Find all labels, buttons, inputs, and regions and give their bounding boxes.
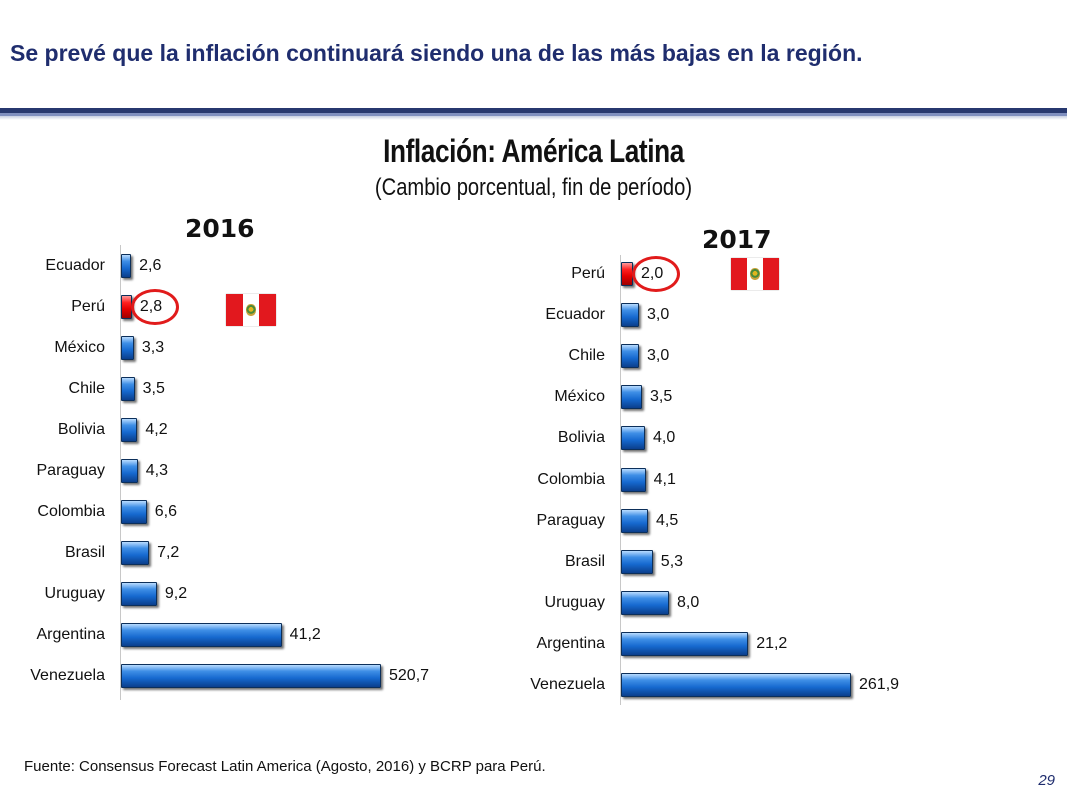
bar-venezuela-2017 <box>621 673 851 697</box>
bar-ecuador-2017 <box>621 303 639 328</box>
value-label-colombia-2016: 6,6 <box>154 503 177 520</box>
value-label-mexico-2016: 3,3 <box>141 339 165 356</box>
headline: Se prevé que la inflación continuará sie… <box>10 40 863 66</box>
peru-coat-of-arms-icon <box>246 304 256 316</box>
category-label-brasil-2017: Brasil <box>564 552 605 570</box>
value-label-bolivia-2017: 4,0 <box>653 429 676 447</box>
value-label-brasil-2017: 5,3 <box>660 552 684 570</box>
year-2016-label: 2016 <box>185 214 255 243</box>
value-label-brasil-2016: 7,2 <box>157 544 180 561</box>
category-label-colombia-2017: Colombia <box>537 470 605 488</box>
value-label-venezuela-2016: 520,7 <box>389 667 430 684</box>
value-label-ecuador-2017: 3,0 <box>647 306 670 324</box>
bar-brasil-2017 <box>621 549 653 574</box>
category-label-bolivia-2016: Bolivia <box>57 421 105 438</box>
peru-flag-icon <box>226 294 277 326</box>
y-axis-2016 <box>120 245 121 700</box>
category-label-peru-2016: Perú <box>71 298 105 315</box>
bar-mexico-2017 <box>621 385 642 410</box>
category-label-chile-2017: Chile <box>568 347 605 365</box>
value-label-colombia-2017: 4,1 <box>653 470 676 488</box>
value-label-venezuela-2017: 261,9 <box>859 676 900 693</box>
category-label-peru-2017: Perú <box>571 265 605 282</box>
value-label-uruguay-2016: 9,2 <box>164 585 188 602</box>
value-label-peru-2016: 2,8 <box>139 298 163 315</box>
value-label-uruguay-2017: 8,0 <box>677 593 700 611</box>
category-label-paraguay-2016: Paraguay <box>36 462 106 479</box>
category-label-uruguay-2016: Uruguay <box>44 585 105 602</box>
peru-coat-of-arms-icon <box>750 268 760 280</box>
category-label-venezuela-2017: Venezuela <box>530 676 605 693</box>
bar-paraguay-2016 <box>121 459 138 483</box>
header-rule <box>0 108 1067 113</box>
value-label-paraguay-2016: 4,3 <box>145 462 169 479</box>
value-label-bolivia-2016: 4,2 <box>145 421 168 438</box>
category-label-mexico-2016: México <box>54 339 105 356</box>
highlight-circle-icon <box>130 289 179 325</box>
category-label-argentina-2016: Argentina <box>36 626 106 643</box>
y-axis-2017 <box>620 255 621 705</box>
bar-bolivia-2016 <box>121 418 138 442</box>
bar-peru-2017 <box>621 262 633 286</box>
category-label-ecuador-2016: Ecuador <box>45 257 105 274</box>
bar-chile-2016 <box>121 377 135 401</box>
value-label-peru-2017: 2,0 <box>641 265 664 282</box>
value-label-chile-2017: 3,0 <box>647 347 670 365</box>
value-label-argentina-2016: 41,2 <box>289 626 321 643</box>
bar-venezuela-2016 <box>121 664 381 688</box>
value-label-paraguay-2017: 4,5 <box>656 511 679 529</box>
category-label-venezuela-2016: Venezuela <box>30 667 105 684</box>
value-label-chile-2016: 3,5 <box>142 380 165 397</box>
category-label-paraguay-2017: Paraguay <box>536 511 606 529</box>
bar-ecuador-2016 <box>121 254 132 278</box>
category-label-argentina-2017: Argentina <box>536 634 606 652</box>
chart-title: Inflación: América Latina <box>383 133 684 169</box>
value-label-mexico-2017: 3,5 <box>650 388 673 406</box>
category-label-brasil-2016: Brasil <box>64 544 105 561</box>
bar-bolivia-2017 <box>621 426 645 451</box>
category-label-ecuador-2017: Ecuador <box>545 306 605 324</box>
bar-colombia-2017 <box>621 467 646 492</box>
chart-subtitle: (Cambio porcentual, fin de período) <box>374 174 693 201</box>
value-label-argentina-2017: 21,2 <box>756 634 788 652</box>
value-label-ecuador-2016: 2,6 <box>139 257 162 274</box>
header-rule-middle <box>0 113 1067 116</box>
bar-argentina-2017 <box>621 631 749 656</box>
year-2017-label: 2017 <box>702 225 772 254</box>
category-label-colombia-2016: Colombia <box>37 503 105 520</box>
category-label-chile-2016: Chile <box>68 380 105 397</box>
bar-chile-2017 <box>621 344 639 369</box>
source-note: Fuente: Consensus Forecast Latin America… <box>24 758 546 775</box>
peru-flag-icon <box>731 258 779 290</box>
page-number: 29 <box>1038 772 1055 789</box>
bar-uruguay-2017 <box>621 590 669 615</box>
bar-brasil-2016 <box>121 541 150 565</box>
bar-uruguay-2016 <box>121 582 157 606</box>
category-label-mexico-2017: México <box>554 388 605 406</box>
bar-peru-2016 <box>121 295 132 319</box>
bar-paraguay-2017 <box>621 508 648 533</box>
category-label-bolivia-2017: Bolivia <box>557 429 605 447</box>
highlight-circle-icon <box>632 256 680 292</box>
bar-argentina-2016 <box>121 623 282 647</box>
category-label-uruguay-2017: Uruguay <box>544 593 605 611</box>
header-rule-shadow <box>0 116 1067 120</box>
bar-mexico-2016 <box>121 336 134 360</box>
bar-colombia-2016 <box>121 500 147 524</box>
